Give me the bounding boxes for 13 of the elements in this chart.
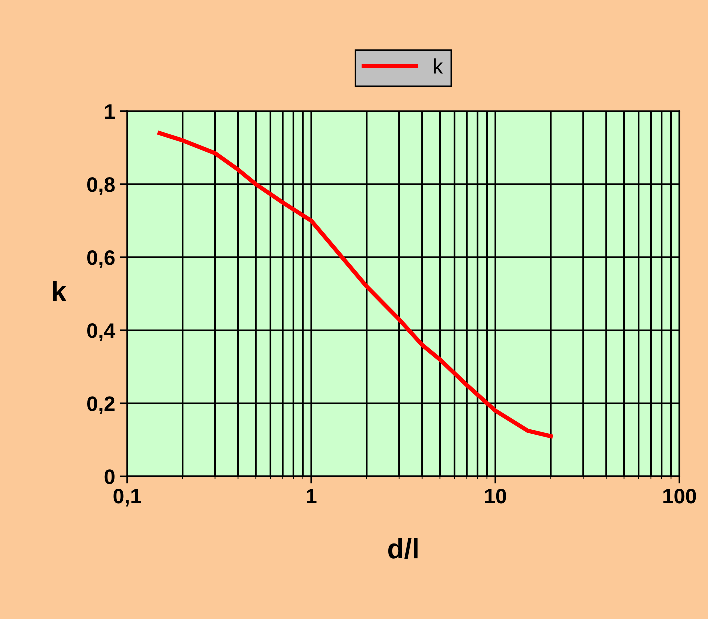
- x-tick-label: 10: [485, 488, 506, 504]
- y-tick-label: 0,4: [88, 324, 116, 342]
- y-tick-label: 0,2: [88, 396, 115, 414]
- y-tick-label: 0,6: [88, 250, 115, 268]
- x-tick-label: 0,1: [114, 488, 142, 507]
- x-tick-label: 1: [307, 489, 317, 504]
- y-axis-title: k: [53, 281, 67, 302]
- y-tick-label: 0,8: [88, 177, 115, 196]
- y-tick-label: 1: [105, 104, 116, 119]
- legend-label: k: [434, 58, 444, 74]
- x-tick-label: 100: [664, 488, 696, 504]
- y-tick-label: 0: [104, 470, 115, 484]
- x-axis-title: d/l: [388, 538, 418, 560]
